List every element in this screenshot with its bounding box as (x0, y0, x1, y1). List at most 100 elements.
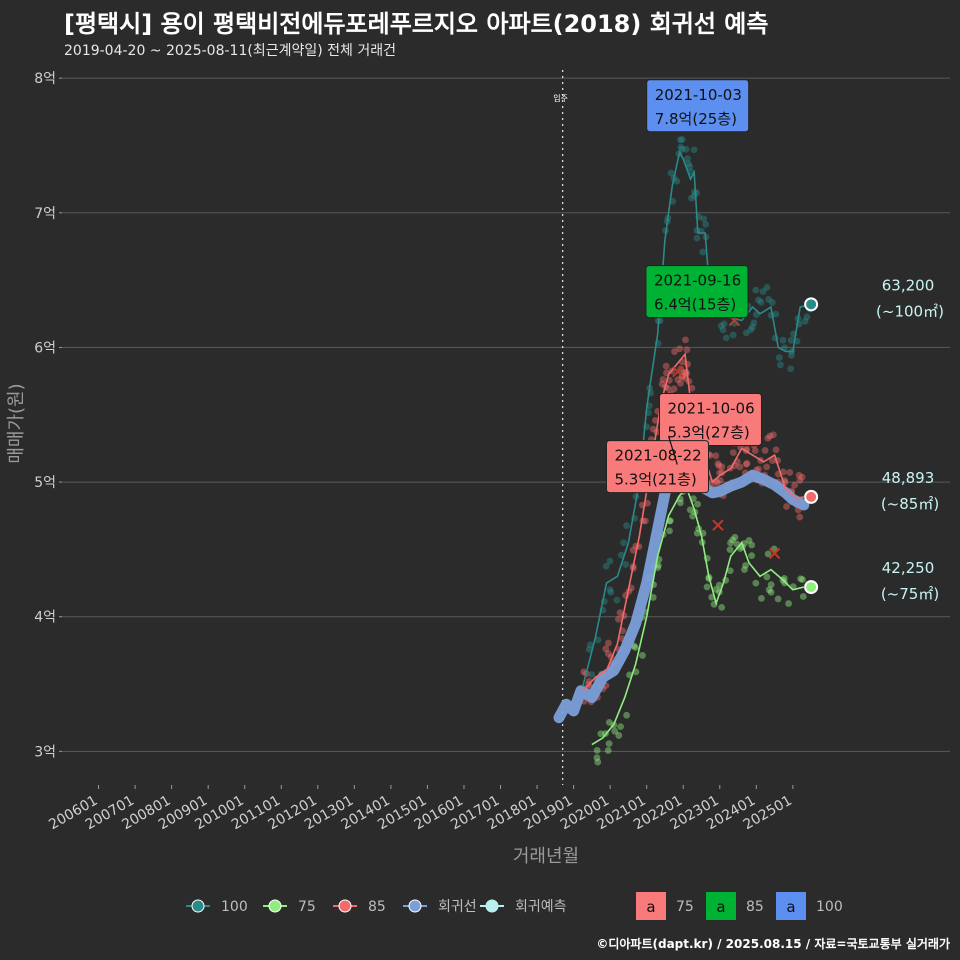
scatter-point (791, 481, 799, 489)
legend-swatch (706, 892, 736, 920)
scatter-point (602, 562, 610, 570)
scatter-point (623, 522, 630, 529)
y-axis-title: 매매가(원) (6, 383, 27, 463)
scatter-point (716, 476, 724, 484)
annotation-connector (668, 436, 678, 465)
scatter-point (677, 379, 684, 387)
scatter-point (742, 460, 750, 468)
scatter-point (649, 594, 657, 601)
scatter-point (796, 513, 804, 521)
scatter-point (727, 539, 734, 547)
endpoint-price: 63,200 (882, 276, 935, 294)
scatter-point (686, 506, 694, 514)
scatter-point (712, 452, 720, 460)
scatter-point (651, 416, 659, 424)
chart-subtitle: 2019-04-20 ~ 2025-08-11(최근계약일) 전체 거래건 (64, 43, 396, 59)
y-tick-label: 7억 (34, 206, 56, 222)
scatter-point (605, 718, 613, 726)
scatter-point (605, 740, 613, 748)
x-axis-title: 거래년월 (513, 846, 579, 867)
series-line-75 (591, 487, 805, 746)
scatter-point (615, 732, 623, 739)
scatter-point (796, 477, 804, 484)
scatter-point (799, 576, 806, 583)
endpoint-marker (804, 489, 819, 504)
scatter-point (766, 432, 774, 440)
scatter-point (795, 471, 803, 479)
scatter-point (614, 615, 622, 623)
scatter-point (748, 323, 756, 331)
scatter-point (783, 503, 790, 510)
legend-label: 회귀선 (438, 899, 477, 915)
scatter-point (616, 609, 624, 617)
scatter-point (743, 460, 751, 467)
scatter-point (764, 550, 772, 558)
high-marker (712, 519, 724, 531)
scatter-point (799, 593, 807, 600)
scatter-point (763, 463, 771, 471)
scatter-point (688, 194, 695, 202)
annotation-label: 2021-09-16 6.4억(15층) (645, 265, 749, 319)
scatter-point (787, 365, 795, 373)
scatter-point (658, 380, 666, 388)
scatter-point (593, 754, 601, 762)
legend-marker (268, 899, 282, 913)
scatter-point (666, 527, 673, 535)
scatter-point (593, 746, 601, 754)
scatter-point (761, 447, 769, 454)
scatter-point (594, 636, 602, 644)
endpoint-area: (~75㎡) (881, 585, 939, 603)
scatter-point (765, 586, 773, 594)
scatter-point (726, 567, 734, 575)
scatter-point (649, 425, 657, 433)
scatter-point (729, 449, 737, 456)
scatter-point (607, 588, 615, 596)
scatter-point (769, 457, 776, 465)
scatter-point (717, 322, 725, 330)
scatter-point (731, 533, 739, 541)
scatter-point (718, 603, 726, 611)
scatter-point (785, 600, 792, 607)
legend-label: 100 (816, 899, 843, 915)
chart-title: [평택시] 용이 평택비전에듀포레푸르지오 아파트(2018) 회귀선 예측 (64, 10, 769, 38)
scatter-point (644, 499, 651, 507)
scatter-point (758, 594, 765, 602)
scatter-point (765, 295, 773, 303)
scatter-point (748, 552, 756, 559)
scatter-point (729, 536, 737, 544)
scatter-point (670, 385, 678, 393)
high-marker (768, 547, 781, 560)
scatter-point (604, 650, 612, 657)
scatter-point (741, 566, 748, 574)
scatter-point (586, 641, 594, 649)
scatter-point (779, 468, 787, 476)
scatter-point (623, 711, 630, 719)
scatter-point (801, 317, 809, 325)
scatter-point (712, 586, 720, 593)
y-tick-label: 3억 (34, 744, 56, 760)
y-tick-label: 5억 (34, 475, 56, 491)
move-in-label: 입주 (553, 94, 568, 103)
scatter-point (604, 747, 612, 754)
scatter-point (715, 581, 723, 589)
scatter-point (585, 645, 593, 653)
endpoint-area: (~100㎡) (876, 302, 944, 320)
scatter-point (674, 376, 682, 384)
scatter-point (750, 319, 758, 327)
scatter-point (776, 361, 784, 369)
scatter-point (775, 354, 783, 361)
scatter-point (702, 220, 710, 228)
annotation-price: 6.4억(15층) (654, 296, 736, 314)
scatter-point (714, 460, 722, 468)
scatter-point (772, 446, 780, 454)
legend-glyph: a (716, 898, 725, 916)
scatter-point (772, 310, 780, 318)
scatter-point (736, 463, 744, 471)
endpoint-price: 42,250 (882, 559, 935, 577)
annotation-label: 2021-10-03 7.8억(25층) (646, 79, 750, 133)
scatter-point (752, 579, 760, 587)
y-tick-label: 6억 (34, 340, 56, 356)
scatter-point (751, 447, 759, 455)
annotation-price: 7.8억(25층) (655, 110, 737, 128)
scatter-point (682, 336, 689, 344)
